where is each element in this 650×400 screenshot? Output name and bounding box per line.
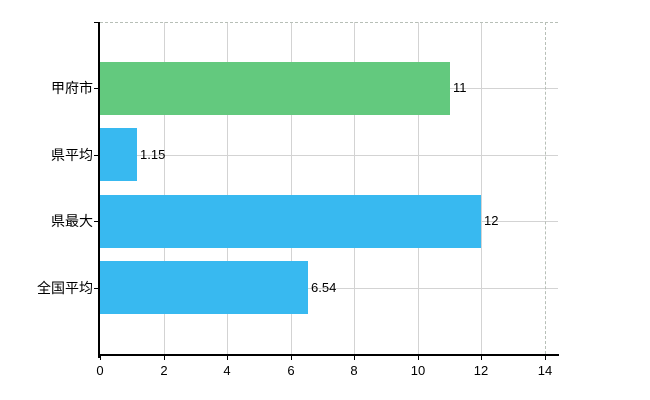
bar [100, 195, 481, 248]
x-axis-tick [481, 356, 482, 360]
vertical-gridline [418, 22, 419, 354]
horizontal-gridline [100, 288, 558, 289]
x-tick-label: 2 [160, 363, 168, 378]
x-axis-tick [545, 356, 546, 360]
x-tick-label: 8 [350, 363, 358, 378]
x-axis-tick [227, 356, 228, 360]
x-tick-label: 4 [223, 363, 231, 378]
y-axis-tick [94, 88, 98, 89]
x-axis-tick [100, 356, 101, 360]
x-axis-tick [164, 356, 165, 360]
bar [100, 128, 137, 181]
category-label: 甲府市 [51, 80, 93, 96]
x-tick-label: 14 [537, 363, 553, 378]
y-axis-tick [94, 22, 98, 23]
y-axis-tick [94, 288, 98, 289]
plot-top-border [100, 22, 558, 23]
vertical-gridline [481, 22, 482, 354]
x-axis-tick [354, 356, 355, 360]
vertical-gridline [354, 22, 355, 354]
horizontal-gridline [100, 155, 558, 156]
bar-value-label: 1.15 [140, 147, 166, 162]
x-tick-label: 12 [473, 363, 489, 378]
bar-value-label: 6.54 [311, 280, 337, 295]
x-tick-label: 6 [287, 363, 295, 378]
bar-value-label: 11 [453, 80, 467, 95]
x-axis-tick [291, 356, 292, 360]
category-label: 県平均 [51, 147, 93, 163]
bar [100, 261, 308, 314]
vertical-gridline [227, 22, 228, 354]
x-tick-label: 0 [96, 363, 104, 378]
y-axis-tick [94, 221, 98, 222]
x-axis-tick [418, 356, 419, 360]
bar [100, 62, 450, 115]
y-axis-tick [94, 155, 98, 156]
x-tick-label: 10 [410, 363, 426, 378]
y-axis-line [98, 22, 100, 358]
vertical-gridline [291, 22, 292, 354]
category-label: 全国平均 [37, 280, 93, 296]
vertical-gridline [545, 22, 546, 354]
category-label: 県最大 [51, 213, 93, 229]
vertical-gridline [164, 22, 165, 354]
x-axis-line [98, 354, 559, 356]
bar-value-label: 12 [484, 213, 499, 228]
